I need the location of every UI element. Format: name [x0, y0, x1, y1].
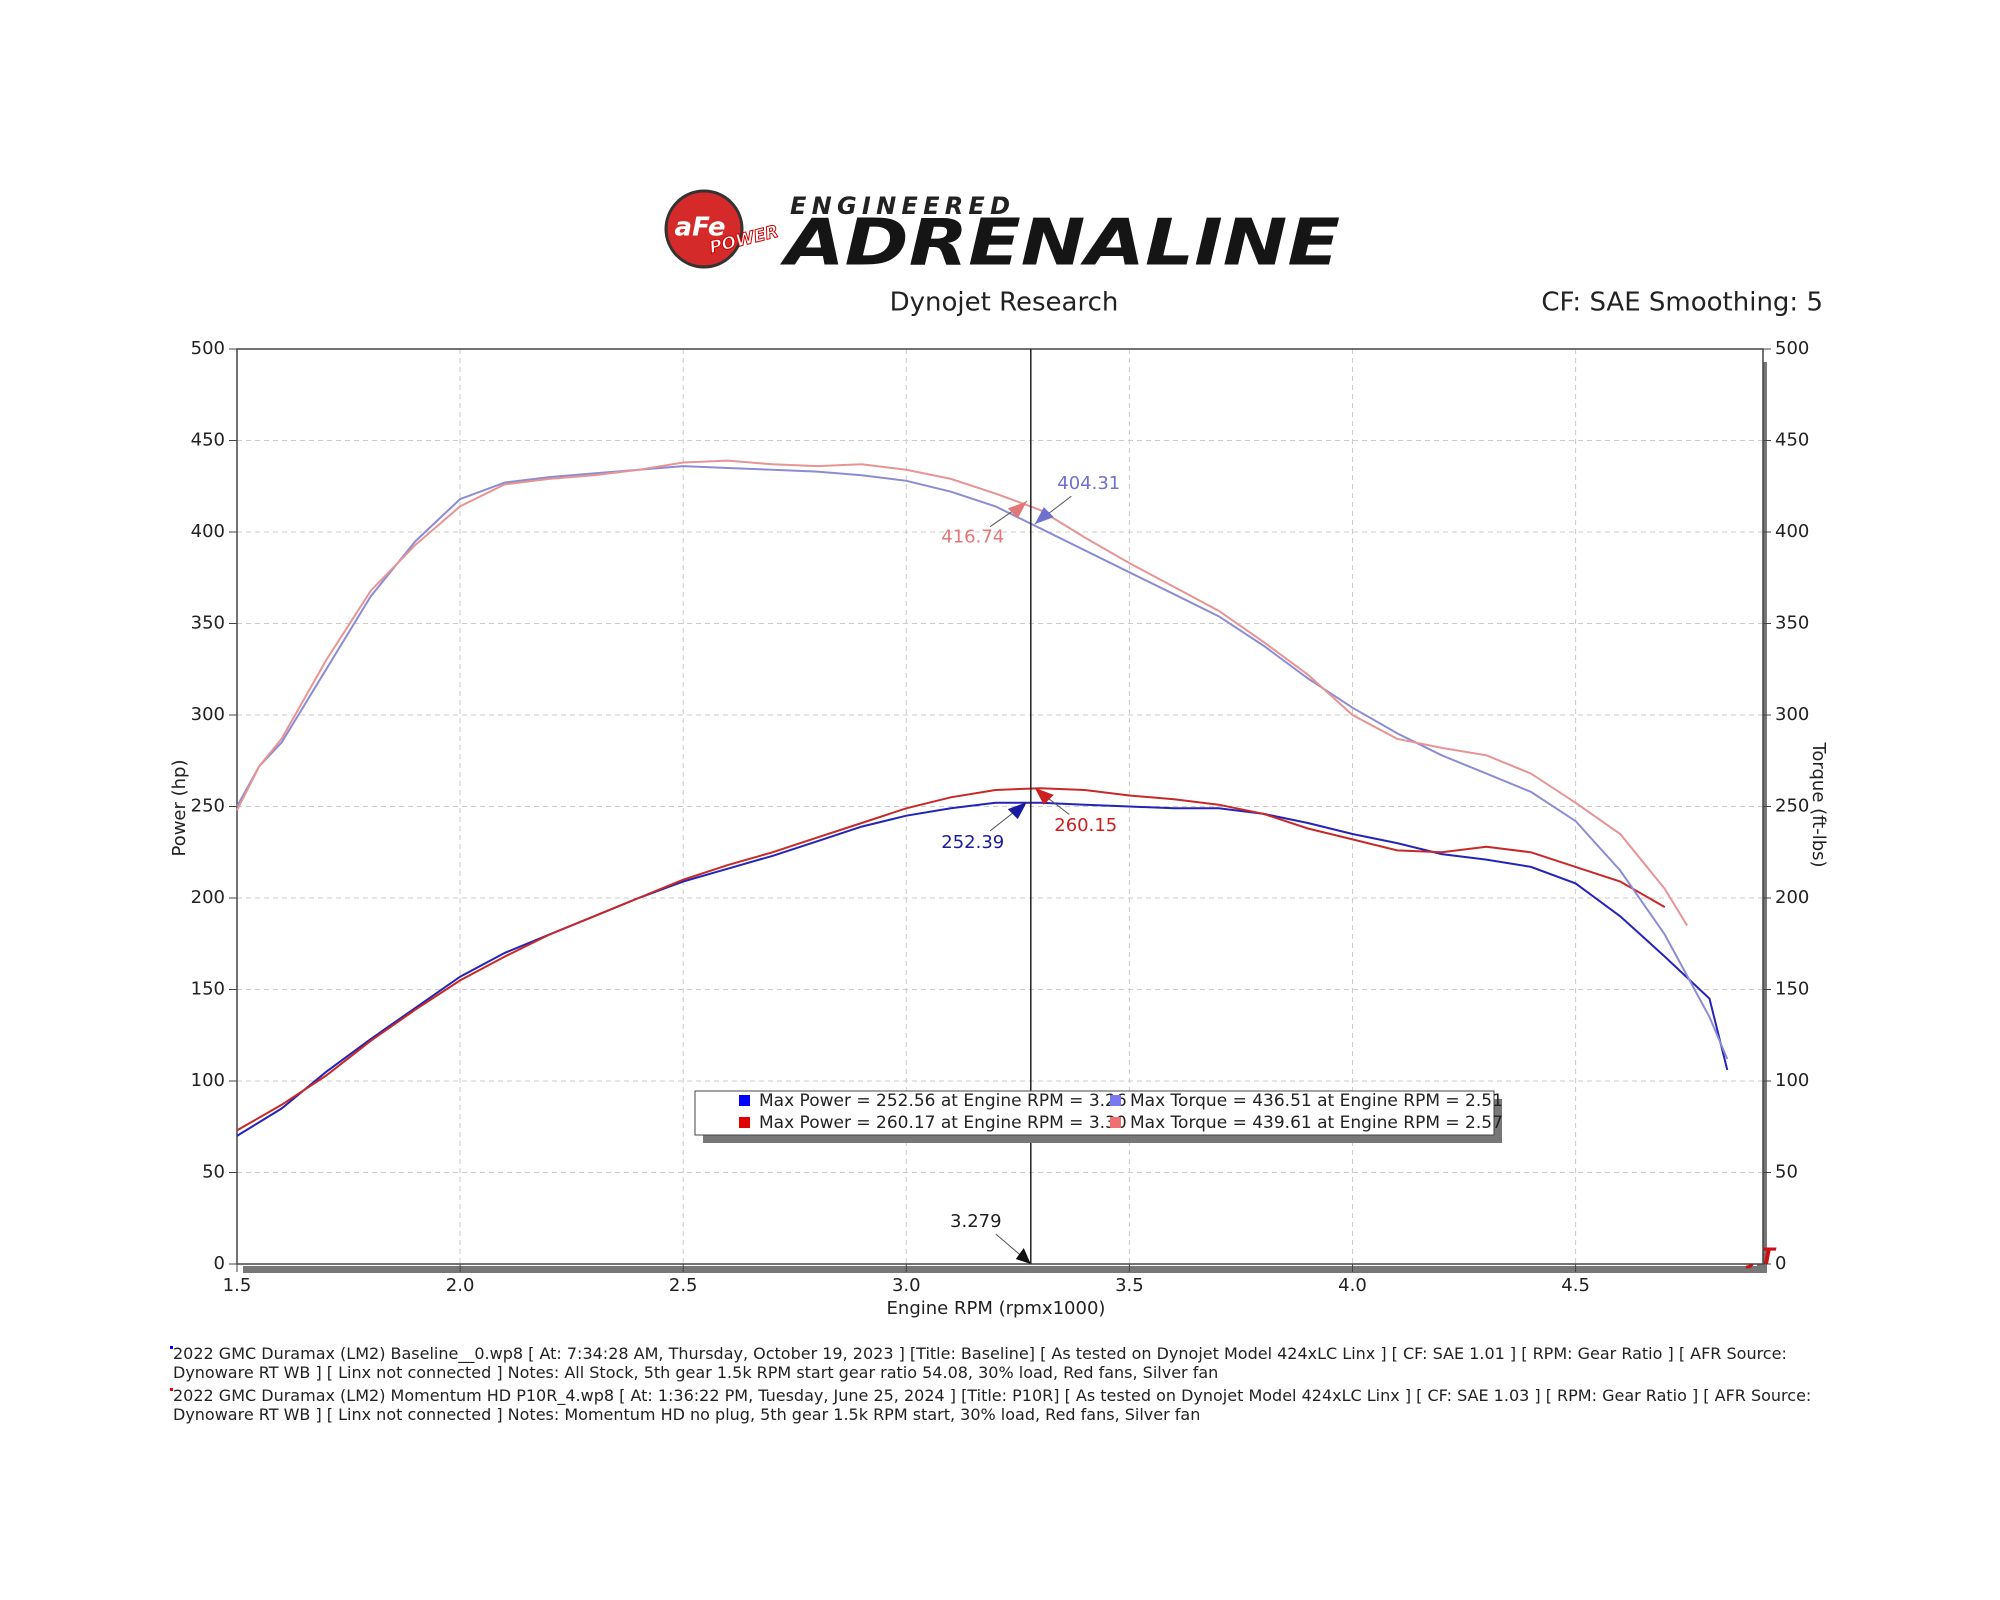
y-tick-label: 150: [191, 979, 225, 1000]
annotation-arrow: [1034, 507, 1054, 525]
note: 2022 GMC Duramax (LM2) Momentum HD P10R_…: [170, 1386, 1853, 1424]
y2-tick-label: 250: [1775, 796, 1809, 817]
x-axis-label: Engine RPM (rpmx1000): [887, 1298, 1106, 1319]
y-tick-label: 200: [191, 887, 225, 908]
y-tick-label: 450: [191, 430, 225, 451]
x-tick-label: 4.0: [1338, 1275, 1367, 1296]
legend-label: Max Power = 260.17 at Engine RPM = 3.30: [759, 1113, 1127, 1133]
y-tick-label: 0: [214, 1253, 225, 1274]
y2-tick-label: 500: [1775, 338, 1809, 359]
series-line: [236, 465, 1729, 1060]
logo-main: ADRENALINE: [779, 207, 1340, 281]
y2-tick-label: 50: [1775, 1162, 1798, 1183]
y-tick-label: 50: [202, 1162, 225, 1183]
x-tick-label: 2.5: [669, 1275, 698, 1296]
notes: 2022 GMC Duramax (LM2) Baseline__0.wp8 […: [170, 1344, 1853, 1428]
annotation-label: 260.15: [1054, 815, 1117, 836]
x-tick-label: 4.5: [1561, 1275, 1590, 1296]
cursor-label: 3.279: [950, 1211, 1002, 1232]
y-tick-label: 100: [191, 1070, 225, 1091]
y2-tick-label: 350: [1775, 613, 1809, 634]
frame-shadow-bottom: [243, 1266, 1767, 1273]
annotation-arrow: [1007, 802, 1027, 820]
y2-tick-label: 0: [1775, 1253, 1786, 1274]
logo: aFe POWER ENGINEERED ADRENALINE: [664, 189, 1340, 281]
y-axis-label: Power (hp): [169, 759, 190, 856]
chart-subtitle: CF: SAE Smoothing: 5: [1541, 288, 1823, 318]
annotation-label: 404.31: [1057, 473, 1120, 494]
y-tick-label: 300: [191, 704, 225, 725]
annotation-label: 416.74: [941, 526, 1004, 547]
y2-tick-label: 450: [1775, 430, 1809, 451]
legend-label: Max Power = 252.56 at Engine RPM = 3.26: [759, 1091, 1127, 1111]
legend-label: Max Torque = 439.61 at Engine RPM = 2.57: [1130, 1113, 1503, 1133]
chart-title: Dynojet Research: [890, 288, 1119, 318]
legend: [694, 1090, 1495, 1136]
x-tick-label: 2.0: [446, 1275, 475, 1296]
legend-swatch: [739, 1095, 750, 1106]
y2-tick-label: 150: [1775, 979, 1809, 1000]
annotation-arrow: [1034, 787, 1054, 805]
series-line: [236, 787, 1666, 1132]
logo-badge: [664, 189, 744, 269]
note: 2022 GMC Duramax (LM2) Baseline__0.wp8 […: [170, 1344, 1853, 1382]
y2-axis-label: Torque (ft-lbs): [1808, 741, 1829, 867]
y2-tick-label: 100: [1775, 1070, 1809, 1091]
y-tick-label: 350: [191, 613, 225, 634]
y-tick-label: 250: [191, 796, 225, 817]
x-tick-label: 3.0: [892, 1275, 921, 1296]
y2-tick-label: 400: [1775, 521, 1809, 542]
annotation-arrow: [1007, 501, 1027, 519]
annotation-label: 252.39: [941, 832, 1004, 853]
y2-tick-label: 200: [1775, 887, 1809, 908]
legend-swatch: [1110, 1117, 1121, 1128]
legend-swatch: [739, 1117, 750, 1128]
y-tick-label: 400: [191, 521, 225, 542]
legend-swatch: [1110, 1095, 1121, 1106]
series-line: [236, 801, 1729, 1137]
cursor-arrow: [1015, 1248, 1031, 1264]
y2-tick-label: 300: [1775, 704, 1809, 725]
legend-label: Max Torque = 436.51 at Engine RPM = 2.51: [1130, 1091, 1503, 1111]
series-line: [236, 459, 1688, 927]
y-tick-label: 500: [191, 338, 225, 359]
x-tick-label: 3.5: [1115, 1275, 1144, 1296]
logo-badge-text: aFe: [675, 213, 726, 243]
x-tick-label: 1.5: [223, 1275, 252, 1296]
